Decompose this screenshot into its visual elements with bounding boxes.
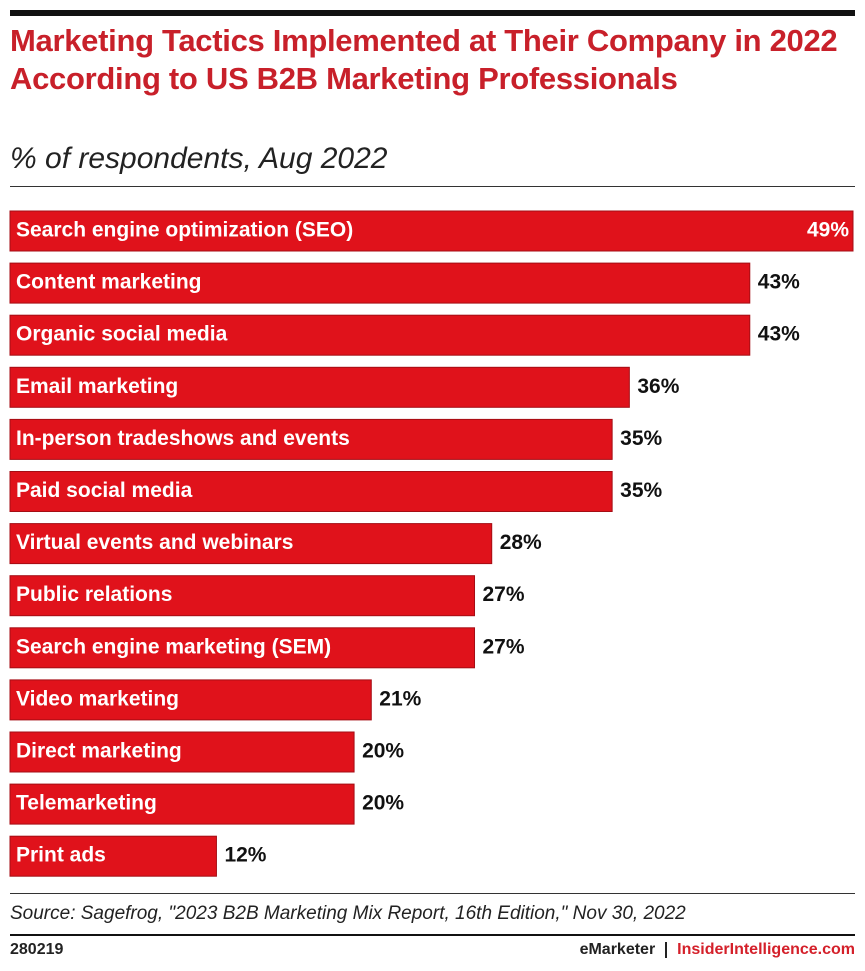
bar bbox=[9, 575, 476, 617]
value-label: 12% bbox=[224, 844, 266, 867]
category-label: Paid social media bbox=[16, 479, 193, 502]
value-label: 20% bbox=[362, 792, 404, 815]
brand: eMarketer bbox=[579, 941, 656, 958]
bar bbox=[9, 471, 613, 512]
chart: Search engine optimization (SEO) 49% Conte… bbox=[9, 210, 854, 877]
category-label: Print ads bbox=[16, 844, 106, 867]
bar bbox=[9, 210, 854, 252]
value-label: 28% bbox=[500, 531, 542, 554]
value-label: 43% bbox=[758, 323, 800, 346]
bar bbox=[9, 314, 751, 356]
category-label: Email marketing bbox=[16, 375, 178, 398]
category-label: Search engine marketing (SEM) bbox=[16, 635, 331, 658]
category-label: Public relations bbox=[16, 583, 172, 606]
chart-subtitle: % of respondents, Aug 2022 bbox=[10, 142, 388, 175]
value-label: 35% bbox=[620, 427, 662, 450]
value-label: 27% bbox=[483, 635, 525, 658]
divider bbox=[10, 186, 855, 187]
divider bbox=[10, 934, 855, 936]
category-label: Virtual events and webinars bbox=[16, 531, 293, 554]
bar bbox=[9, 418, 613, 460]
value-label: 21% bbox=[379, 687, 421, 710]
bar bbox=[9, 783, 355, 825]
bar bbox=[9, 523, 493, 565]
bar bbox=[9, 627, 476, 669]
value-label: 43% bbox=[758, 271, 800, 294]
footer: eMarketer InsiderIntelligence.com bbox=[580, 941, 855, 959]
category-label: Telemarketing bbox=[16, 792, 157, 815]
bar bbox=[9, 731, 355, 773]
chart-title: Marketing Tactics Implemented at Their C… bbox=[10, 23, 838, 96]
category-label: Direct marketing bbox=[16, 740, 182, 763]
chart-id: 280219 bbox=[10, 941, 64, 958]
value-label: 27% bbox=[483, 583, 525, 606]
value-label: 36% bbox=[637, 375, 679, 398]
category-label: Video marketing bbox=[16, 687, 179, 710]
source: Source: Sagefrog, "2023 B2B Marketing Mi… bbox=[10, 903, 686, 924]
category-label: Search engine optimization (SEO) bbox=[16, 219, 353, 242]
category-label: In-person tradeshows and events bbox=[16, 427, 350, 450]
website: InsiderIntelligence.com bbox=[677, 941, 855, 958]
bar bbox=[9, 262, 751, 304]
value-label: 35% bbox=[620, 479, 662, 502]
bar bbox=[9, 679, 372, 721]
category-label: Content marketing bbox=[16, 271, 202, 294]
divider bbox=[10, 893, 855, 894]
value-label: 20% bbox=[362, 740, 404, 763]
bar bbox=[9, 366, 630, 408]
value-label: 49% bbox=[807, 219, 849, 242]
top-rule bbox=[10, 10, 855, 16]
bar bbox=[9, 835, 217, 877]
category-label: Organic social media bbox=[16, 323, 228, 346]
separator bbox=[665, 942, 668, 958]
